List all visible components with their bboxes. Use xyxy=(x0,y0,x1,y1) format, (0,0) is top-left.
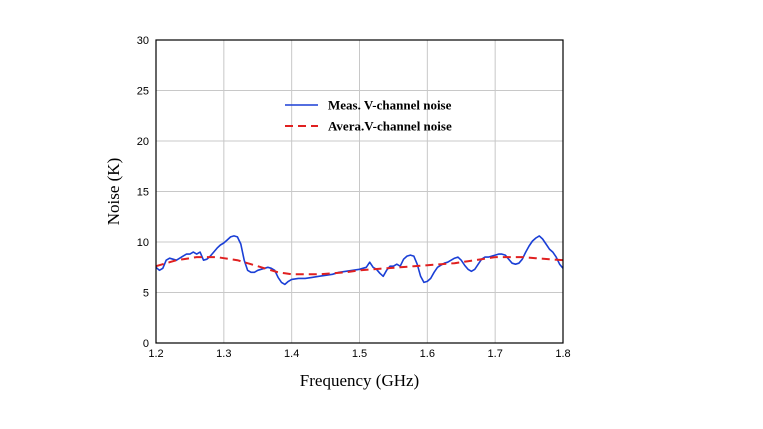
y-tick-label: 15 xyxy=(137,187,149,199)
series-layer xyxy=(155,235,564,286)
legend: Meas. V-channel noise Avera.V-channel no… xyxy=(285,98,452,134)
legend-label-meas: Meas. V-channel noise xyxy=(328,98,452,113)
x-tick-label: 1.4 xyxy=(284,348,299,360)
x-axis-label: Frequency (GHz) xyxy=(300,371,419,390)
series-line-average xyxy=(155,256,564,276)
x-tick-label: 1.8 xyxy=(555,348,570,360)
tick-labels: 1.2 1.3 1.4 1.5 1.6 1.7 1.8 0 5 10 15 20 25 30 xyxy=(137,35,571,360)
x-tick-label: 1.6 xyxy=(420,348,435,360)
y-tick-label: 25 xyxy=(137,86,149,98)
y-tick-label: 0 xyxy=(143,338,149,350)
x-tick-label: 1.5 xyxy=(352,348,367,360)
x-tick-label: 1.2 xyxy=(148,348,163,360)
y-tick-label: 30 xyxy=(137,35,149,47)
plot-frame xyxy=(155,39,564,344)
y-tick-label: 20 xyxy=(137,136,149,148)
y-axis-label: Noise (K) xyxy=(104,158,123,226)
x-tick-label: 1.7 xyxy=(488,348,503,360)
grid-lines xyxy=(155,39,564,344)
x-tick-label: 1.3 xyxy=(216,348,231,360)
legend-label-average: Avera.V-channel noise xyxy=(328,119,452,134)
y-tick-label: 10 xyxy=(137,237,149,249)
y-tick-label: 5 xyxy=(143,288,149,300)
